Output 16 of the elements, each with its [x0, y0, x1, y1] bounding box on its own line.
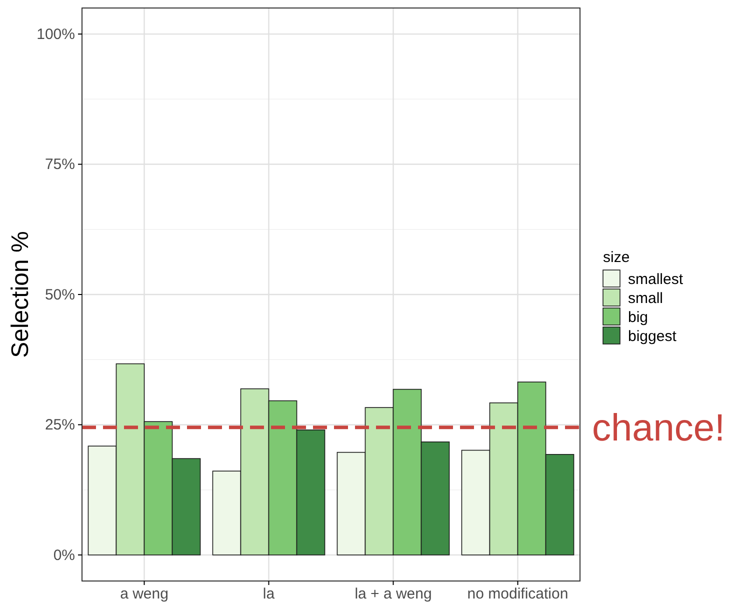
- legend-title: size: [603, 249, 630, 266]
- x-tick-label: la: [262, 586, 276, 603]
- legend-label: small: [628, 290, 664, 307]
- y-tick-label: 50%: [44, 286, 75, 304]
- legend-label: big: [628, 309, 648, 326]
- x-tick-label: no modification: [467, 586, 568, 603]
- y-tick-label: 25%: [44, 416, 75, 434]
- x-tick-label: la + a weng: [354, 586, 432, 603]
- x-tick-label: a weng: [120, 586, 168, 603]
- y-tick-label: 75%: [44, 156, 75, 174]
- y-axis-title: Selection %: [7, 231, 34, 358]
- legend-label: biggest: [628, 328, 678, 345]
- y-tick-label: 100%: [36, 26, 75, 43]
- ref-line-label: chance!: [592, 407, 726, 450]
- y-tick-label: 0%: [53, 546, 75, 564]
- legend-label: smallest: [628, 271, 684, 288]
